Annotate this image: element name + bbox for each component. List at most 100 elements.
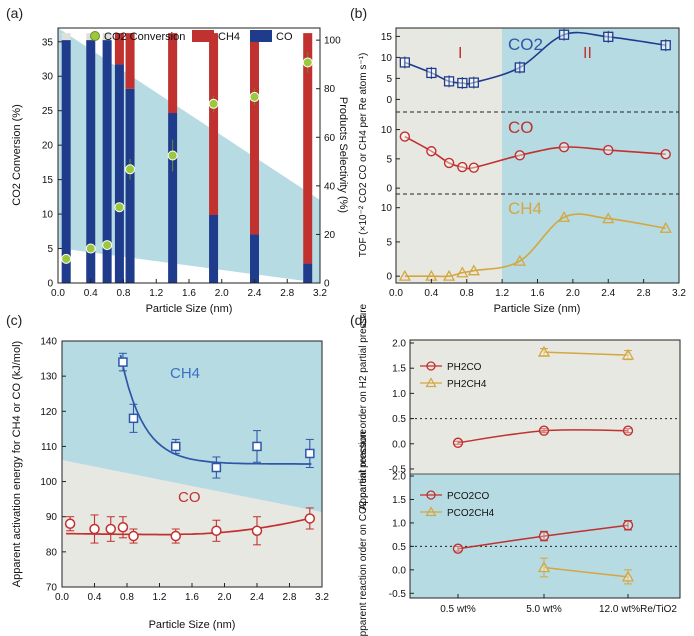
panel-a-ylabel: CO2 Conversion (%) xyxy=(11,104,23,205)
data-point-co xyxy=(468,162,480,173)
panel-a-ytick-label: 5 xyxy=(47,244,53,255)
panel-a-ytick-label: 25 xyxy=(42,106,54,117)
panel-d-frame xyxy=(409,339,681,599)
data-point-ch4 xyxy=(467,264,480,276)
data-point-co-c xyxy=(64,518,76,529)
panel-c-ytick-label: 120 xyxy=(40,407,57,418)
panel-b-ytick-label: 5 xyxy=(386,154,392,165)
data-point-co xyxy=(660,148,671,160)
data-point-ch4 xyxy=(398,269,411,281)
data-point-ph2co xyxy=(538,425,550,436)
panel-a-ytick-right-label: 20 xyxy=(324,230,336,241)
panel-c-ytick-label: 100 xyxy=(40,477,57,488)
panel-d-ytick-label: -0.5 xyxy=(389,589,407,600)
panel-b-xtick-label: 2.8 xyxy=(637,288,651,299)
region-i-background xyxy=(396,28,502,283)
panel-c-ytick-label: 90 xyxy=(46,512,58,523)
data-point-ch4 xyxy=(602,212,615,224)
bar-ch4 xyxy=(250,33,259,235)
panel-c: (c) 0.0 0.4 0.8 1.2 1.6 2.0 2.4 2.8 3.2 70 80 90 10… xyxy=(6,312,329,631)
panel-a-label: (a) xyxy=(6,5,23,21)
panel-b-xtick-label: 2.0 xyxy=(566,288,580,299)
bar-co xyxy=(114,64,124,283)
panel-a-xtick-label: 1.2 xyxy=(149,288,163,299)
data-point-ph2ch4 xyxy=(537,345,551,357)
legend-ch4: CH4 xyxy=(218,31,240,43)
panel-d-ytick-label: -0.5 xyxy=(389,464,407,475)
panel-d-top-background xyxy=(410,340,680,474)
co2-conversion-point xyxy=(208,98,219,109)
bar-co xyxy=(125,88,135,283)
panel-c-ytick-label: 70 xyxy=(46,583,58,594)
panel-a-xlabel: Particle Size (nm) xyxy=(146,303,233,315)
panel-b-xtick-label: 3.2 xyxy=(672,288,686,299)
panel-a-ytick-right-label: 40 xyxy=(324,181,336,192)
panel-a-ytick-label: 15 xyxy=(42,175,54,186)
panel-a-ytick-label: 35 xyxy=(42,37,54,48)
panel-b-xtick-label: 0.0 xyxy=(389,288,403,299)
legend-text-ph2co: PH2CO xyxy=(447,362,482,373)
data-point-ph2ch4 xyxy=(621,348,635,360)
data-point-co xyxy=(426,146,437,157)
panel-d-ytick-label: 1.0 xyxy=(392,518,406,529)
panel-a-xtick-label: 3.2 xyxy=(313,288,327,299)
data-point-ch4 xyxy=(557,210,571,222)
panel-b-ylabel: TOF (×10⁻² CO2 CO or CH4 per Re atom s⁻¹… xyxy=(358,53,369,258)
panel-a: (a) 0.0 0.4 0.8 1.2 1.6 2.0 2.4 2.8 3.2 0 5 10 15 20… xyxy=(6,5,349,315)
panel-b-xtick-label: 1.2 xyxy=(495,288,509,299)
panel-d-ytick-label: 1.5 xyxy=(392,495,406,506)
region-ii-label: II xyxy=(583,45,592,62)
bar-ch4 xyxy=(125,33,135,89)
panel-c-xtick-label: 0.4 xyxy=(88,592,102,603)
data-point-co-c xyxy=(117,522,129,533)
panel-a-xtick-label: 0.4 xyxy=(84,288,98,299)
bar-ch4 xyxy=(303,33,313,264)
legend-text-pco2co: PCO2CO xyxy=(447,491,489,502)
panel-b-ytick-label: 5 xyxy=(386,74,392,85)
co2-conversion-point xyxy=(85,243,96,254)
data-point-ph2co xyxy=(452,437,464,448)
data-point-ch4-c xyxy=(305,448,315,459)
panel-a-ytick-label: 10 xyxy=(42,210,54,221)
panel-b-ytick-label: 5 xyxy=(386,237,392,248)
panel-b-xtick-label: 0.4 xyxy=(424,288,438,299)
data-point-pco2co xyxy=(538,530,550,542)
panel-d-xtick-label: 12.0 wt%Re/TiO2 xyxy=(599,604,677,615)
panel-c-xtick-label: 3.2 xyxy=(315,592,329,603)
panel-b-xlabel: Particle Size (nm) xyxy=(494,303,581,315)
panel-a-xtick-label: 2.4 xyxy=(248,288,262,299)
panel-d-ytick-label: 0.0 xyxy=(392,565,406,576)
series-line-ph2ch4 xyxy=(543,351,629,356)
panel-b-ytick-label: 15 xyxy=(381,32,393,43)
panel-a-xtick-label: 0.8 xyxy=(117,288,131,299)
panel-a-ytick-right-label: 0 xyxy=(324,279,330,290)
data-point-ch4 xyxy=(442,269,456,281)
bar-ch4 xyxy=(168,33,178,114)
bar-co xyxy=(102,40,112,284)
legend-ch4-swatch xyxy=(192,30,214,42)
data-point-pco2ch4 xyxy=(621,570,635,582)
panel-d-ytick-label: 2.0 xyxy=(392,472,406,483)
data-point-ch4 xyxy=(456,266,469,278)
co2-conversion-point xyxy=(102,240,113,251)
region-ii-background xyxy=(502,28,679,283)
panel-b: (b) 0.0 0.4 0.8 1.2 1.6 2.0 2.4 2.8 3.2 0 5 10 15 0 5… xyxy=(350,5,686,315)
data-point-co xyxy=(558,141,570,153)
panel-a-xtick-label: 2.0 xyxy=(215,288,229,299)
panel-a-ytick-label: 20 xyxy=(42,141,54,152)
legend-co: CO xyxy=(276,31,293,43)
data-point-co-c xyxy=(211,525,222,537)
data-point-co xyxy=(457,161,468,173)
panel-a-ytick-right-label: 100 xyxy=(324,36,341,47)
co2-conversion-point xyxy=(61,253,72,264)
panel-a-xtick-label: 2.8 xyxy=(280,288,294,299)
co2-conversion-point xyxy=(114,202,125,213)
panel-a-ytick-right-label: 80 xyxy=(324,84,336,95)
co2-conversion-point xyxy=(302,57,313,68)
bar-co xyxy=(303,263,313,283)
panel-b-ytick-label: 0 xyxy=(386,272,392,283)
bar-co xyxy=(250,234,259,283)
data-point-ch4-c xyxy=(211,462,222,473)
data-point-co xyxy=(603,144,614,156)
